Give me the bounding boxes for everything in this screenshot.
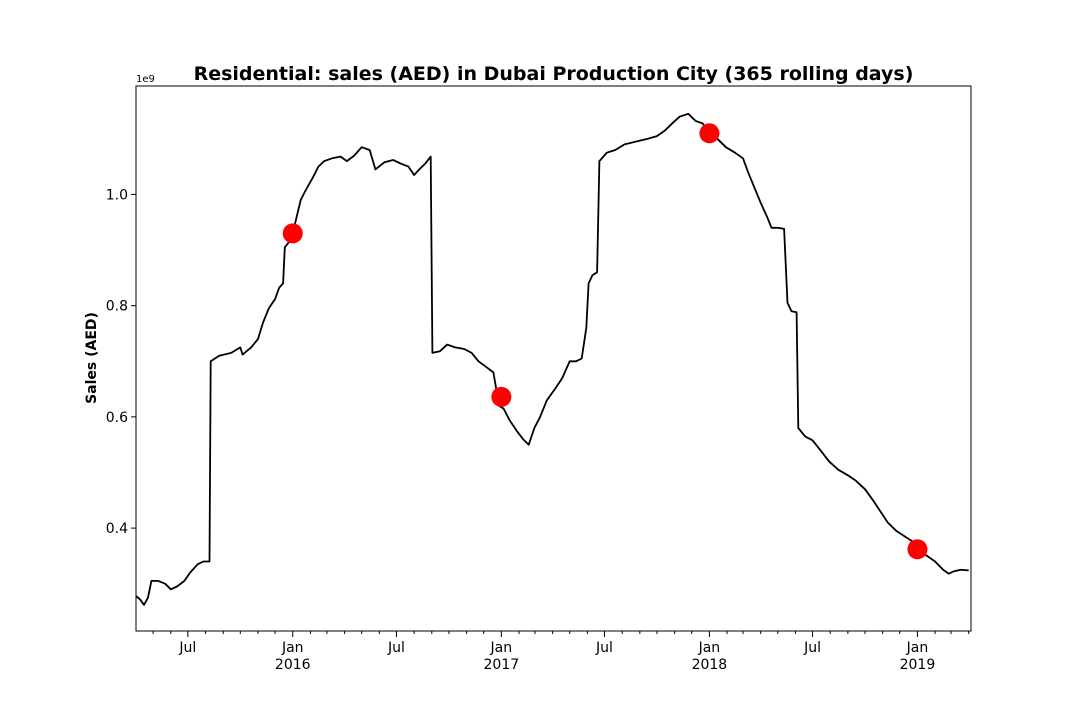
- highlight-marker: [907, 539, 928, 560]
- x-tick-label: Jan: [281, 640, 304, 656]
- series-line: [135, 112, 969, 606]
- x-tick-label: Jul: [387, 640, 405, 656]
- x-tick-label: Jan: [490, 640, 513, 656]
- x-tick-label: Jan: [906, 640, 929, 656]
- x-tick-label: Jul: [595, 640, 613, 656]
- y-axis: 0.4 0.6 0.8 1.0: [106, 187, 136, 537]
- y-tick-label: 1.0: [106, 187, 128, 203]
- x-tick-year-label: 2018: [692, 657, 728, 673]
- x-tick-year-label: 2017: [484, 657, 520, 673]
- plot-frame: [135, 85, 972, 632]
- y-tick-label: 0.4: [106, 521, 128, 537]
- y-tick-label: 0.6: [106, 410, 128, 426]
- y-axis-label: Sales (AED): [84, 312, 100, 404]
- highlight-marker: [699, 123, 720, 144]
- y-tick-label: 0.8: [106, 299, 128, 315]
- x-tick-year-label: 2016: [275, 657, 311, 673]
- x-tick-label: Jul: [803, 640, 821, 656]
- highlight-marker: [491, 386, 512, 407]
- x-tick-label: Jul: [178, 640, 196, 656]
- y-axis-offset-label: 1e9: [136, 74, 155, 85]
- highlight-markers: [282, 123, 928, 560]
- highlight-marker: [282, 223, 303, 244]
- x-tick-label: Jan: [698, 640, 721, 656]
- chart-title: Residential: sales (AED) in Dubai Produc…: [194, 63, 914, 85]
- x-tick-year-label: 2019: [900, 657, 936, 673]
